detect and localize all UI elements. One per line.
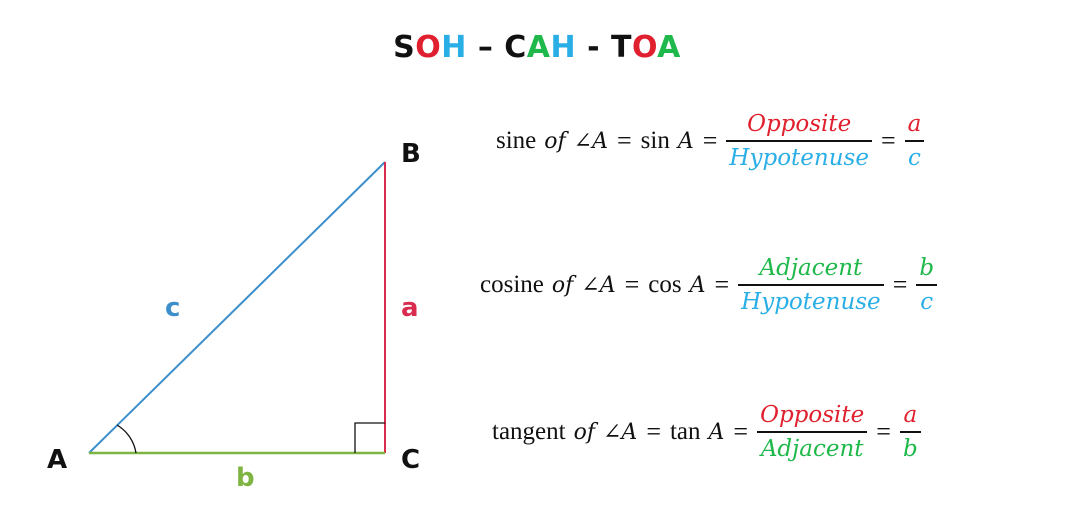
fraction-bar [757,431,868,433]
cosine-word: cosine [480,271,544,298]
angle-symbol: ∠A [581,272,616,298]
mnemonic-letter-h: H [441,30,467,65]
equals-sign: = [880,126,896,155]
fraction-bar [916,284,938,286]
side-label-a: a [401,293,419,323]
side-fraction: b c [916,253,938,317]
mnemonic-hyphen: - [576,30,611,65]
equals-sign: = [733,417,749,446]
ratio-denominator: Hypotenuse [741,288,881,315]
equals-sign: = [617,126,632,155]
sine-word: sine [496,127,537,154]
side-denominator: b [902,435,918,462]
hypotenuse-side [88,161,386,454]
fraction-bar [904,140,925,142]
of-word: of [544,128,566,154]
ratio-numerator: Adjacent [759,255,863,282]
side-label-b: b [236,463,255,493]
ratio-fraction: Adjacent Hypotenuse [738,253,884,317]
side-denominator: c [908,144,921,171]
of-word: of [551,272,574,298]
mnemonic-letter-t: T [610,30,632,65]
tangent-word: tangent [492,418,566,445]
angle-symbol: ∠A [602,419,638,445]
sine-formula: sine of ∠A = sin A = Opposite Hypotenuse… [496,101,925,181]
side-numerator: a [907,111,922,138]
fraction-bar [738,284,884,286]
angle-a-arc [116,424,137,454]
ratio-fraction: Opposite Hypotenuse [726,109,872,173]
soh-cah-toa-title: SOH – CAH - TOA [0,30,1074,65]
mnemonic-letter-a: A [526,30,551,65]
side-label-c: c [165,293,180,323]
of-word: of [573,419,595,445]
mnemonic-dash: – [466,30,505,65]
ratio-fraction: Opposite Adjacent [757,400,868,464]
mnemonic-letter-s: S [393,30,416,65]
vertex-label-c: C [401,445,420,475]
tangent-formula: tangent of ∠A = tan A = Opposite Adjacen… [492,392,921,472]
mnemonic-letter-o: O [631,30,658,65]
equals-sign: = [892,270,908,299]
cosine-formula: cosine of ∠A = cos A = Adjacent Hypotenu… [480,245,938,325]
fraction-bar [726,140,872,142]
tan-function: tan [669,418,701,445]
function-argument: A [677,128,694,154]
equals-sign: = [876,417,891,446]
side-numerator: a [903,402,918,429]
vertex-label-a: A [47,445,67,475]
side-fraction: a b [899,400,921,464]
equals-sign: = [702,126,718,155]
ratio-numerator: Opposite [747,111,852,138]
angle-symbol: ∠A [573,128,608,154]
ratio-denominator: Hypotenuse [729,144,869,171]
function-argument: A [689,272,706,298]
equals-sign: = [646,417,661,446]
equals-sign: = [624,270,640,299]
mnemonic-letter-c: C [504,30,527,65]
equals-sign: = [714,270,730,299]
side-fraction: a c [904,109,925,173]
right-angle-marker [354,422,385,453]
function-argument: A [708,419,725,445]
side-numerator: b [919,255,935,282]
ratio-numerator: Opposite [760,402,865,429]
mnemonic-letter-h: H [550,30,577,65]
fraction-bar [899,431,921,433]
mnemonic-letter-o: O [415,30,442,65]
vertex-label-b: B [401,139,421,169]
ratio-denominator: Adjacent [760,435,864,462]
sin-function: sin [640,127,670,154]
cos-function: cos [648,271,682,298]
side-denominator: c [920,288,934,315]
mnemonic-letter-a: A [657,30,681,65]
